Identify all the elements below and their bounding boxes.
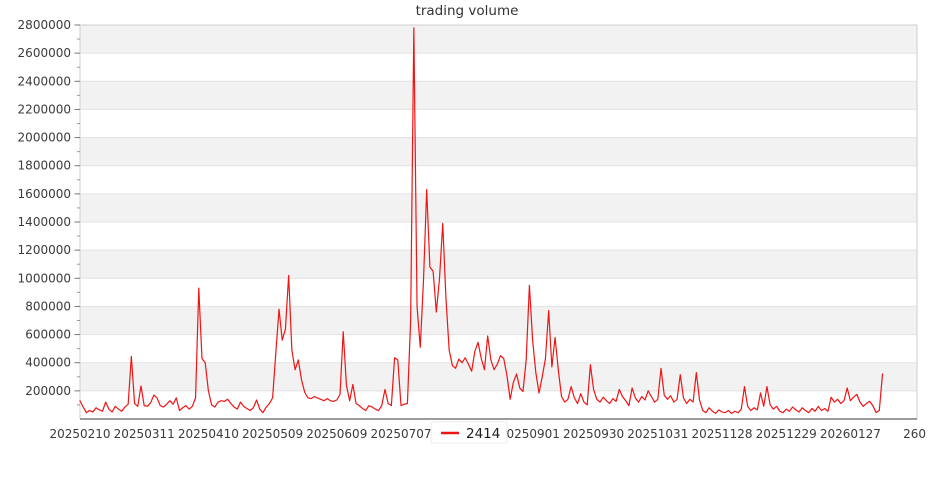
y-axis-label: 200000 — [25, 384, 71, 398]
x-axis-label: 20250901 — [499, 427, 560, 441]
y-axis-label: 2400000 — [18, 74, 71, 88]
x-axis-label: 20250707 — [370, 427, 431, 441]
x-axis-label: 20260127 — [820, 427, 881, 441]
y-axis-labels: 200000 400000 600000 800000 1000000 1200000 14… — [18, 18, 71, 398]
x-axis-label: 20250311 — [114, 427, 175, 441]
y-axis-label: 1000000 — [18, 271, 71, 285]
legend-series-label: 2414 — [466, 426, 500, 442]
y-axis-tick-marks — [74, 24, 80, 406]
background-band — [80, 193, 917, 222]
y-axis-label: 1200000 — [18, 243, 71, 257]
legend: 2414 — [430, 421, 508, 444]
volume-line-series — [79, 27, 884, 414]
plot-background-bands — [80, 25, 917, 391]
y-axis-label: 2600000 — [18, 46, 71, 60]
background-band — [80, 81, 917, 110]
x-axis-label: 20250210 — [49, 427, 110, 441]
x-axis-label: 20250509 — [242, 427, 303, 441]
x-axis-label: 20250930 — [563, 427, 624, 441]
background-band — [80, 137, 917, 166]
y-axis-label: 2000000 — [18, 131, 71, 145]
x-axis-label: 20251229 — [756, 427, 817, 441]
y-axis-label: 800000 — [25, 299, 71, 313]
legend-background — [430, 421, 508, 444]
y-axis-label: 400000 — [25, 356, 71, 370]
y-axis-label: 2200000 — [18, 102, 71, 116]
background-band — [80, 362, 917, 391]
y-axis-label: 1800000 — [18, 159, 71, 173]
background-band — [80, 25, 917, 54]
x-axis-label: 20250609 — [306, 427, 367, 441]
x-axis-label: 20250410 — [178, 427, 239, 441]
background-band — [80, 250, 917, 279]
y-axis-label: 2800000 — [18, 18, 71, 32]
x-axis-label: 20251128 — [691, 427, 752, 441]
y-axis-label: 1600000 — [18, 187, 71, 201]
x-axis-labels: 20250210 20250311 20250410 20250509 20250609… — [49, 427, 926, 441]
y-axis-label: 600000 — [25, 328, 71, 342]
axis-spines — [79, 24, 918, 420]
background-band — [80, 306, 917, 335]
chart-title: trading volume — [416, 3, 519, 19]
x-axis-label: 260 — [903, 427, 926, 441]
x-axis-label: 20251031 — [627, 427, 688, 441]
y-axis-label: 1400000 — [18, 215, 71, 229]
